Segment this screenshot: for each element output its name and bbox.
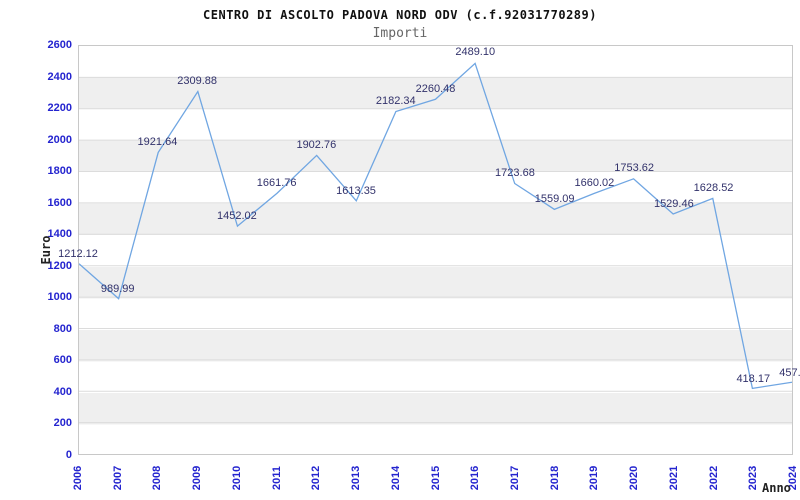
point-value-label: 2260.48 <box>415 82 456 95</box>
point-value-label: 1661.76 <box>256 176 297 189</box>
y-tick-label: 2000 <box>47 133 72 146</box>
x-tick-label: 2019 <box>588 465 601 491</box>
point-value-label: 2309.88 <box>177 74 218 87</box>
point-value-label: 1559.09 <box>534 193 575 206</box>
point-value-label: 2489.10 <box>455 46 496 59</box>
point-value-label: 989.99 <box>100 282 135 295</box>
data-line <box>79 62 792 390</box>
point-value-label: 1723.68 <box>495 167 535 180</box>
x-tick-label: 2006 <box>72 465 84 491</box>
x-axis-title: Anno <box>762 481 791 495</box>
x-tick-label: 2013 <box>350 465 363 491</box>
point-value-label: 2182.34 <box>375 94 416 107</box>
point-value-label: 418.17 <box>736 373 771 386</box>
x-tick-label: 2009 <box>191 465 204 491</box>
x-tick-label: 2008 <box>151 465 164 491</box>
line-series-svg <box>79 62 792 424</box>
x-tick-label: 2015 <box>429 465 442 491</box>
y-tick-label: 1800 <box>47 165 72 178</box>
chart-title: CENTRO DI ASCOLTO PADOVA NORD ODV (c.f.9… <box>203 8 597 22</box>
x-tick-label: 2021 <box>667 465 680 491</box>
y-tick-label: 400 <box>53 385 72 398</box>
x-tick-label: 2012 <box>310 465 323 491</box>
point-value-label: 1613.35 <box>336 184 376 197</box>
point-value-label: 457.3 <box>779 366 800 379</box>
y-tick-label: 200 <box>53 417 72 430</box>
x-tick-label: 2007 <box>111 465 124 491</box>
y-tick-label: 2200 <box>47 102 72 115</box>
point-value-label: 1660.02 <box>574 177 615 190</box>
point-value-label: 1628.52 <box>693 182 734 195</box>
point-value-label: 1452.02 <box>216 210 257 223</box>
y-tick-label: 2400 <box>47 70 72 83</box>
y-tick-label: 800 <box>53 322 72 335</box>
y-tick-label: 1400 <box>47 228 72 241</box>
point-value-label: 1921.64 <box>137 135 178 148</box>
y-axis-title: Euro <box>39 235 53 265</box>
y-tick-label: 1000 <box>47 291 72 304</box>
point-value-label: 1902.76 <box>296 138 337 151</box>
y-tick-label: 1600 <box>47 196 72 209</box>
chart-subtitle: Importi <box>372 26 428 41</box>
x-tick-label: 2011 <box>270 466 283 490</box>
x-tick-label: 2022 <box>707 465 720 491</box>
point-value-label: 1529.46 <box>653 197 694 210</box>
x-tick-label: 2018 <box>548 465 561 491</box>
x-tick-label: 2014 <box>389 465 402 491</box>
x-tick-label: 2016 <box>469 465 482 491</box>
y-tick-label: 2600 <box>47 39 72 51</box>
x-tick-label: 2023 <box>747 465 760 491</box>
y-tick-label: 600 <box>53 354 72 367</box>
point-value-label: 1753.62 <box>614 162 654 175</box>
x-tick-label: 2010 <box>230 465 243 491</box>
x-tick-label: 2017 <box>508 465 521 491</box>
x-tick-label: 2020 <box>628 465 641 491</box>
y-tick-label: 0 <box>65 449 72 461</box>
y-tick-label: 1200 <box>47 259 72 272</box>
plot-area <box>78 45 793 455</box>
point-value-label: 1212.12 <box>58 247 98 260</box>
